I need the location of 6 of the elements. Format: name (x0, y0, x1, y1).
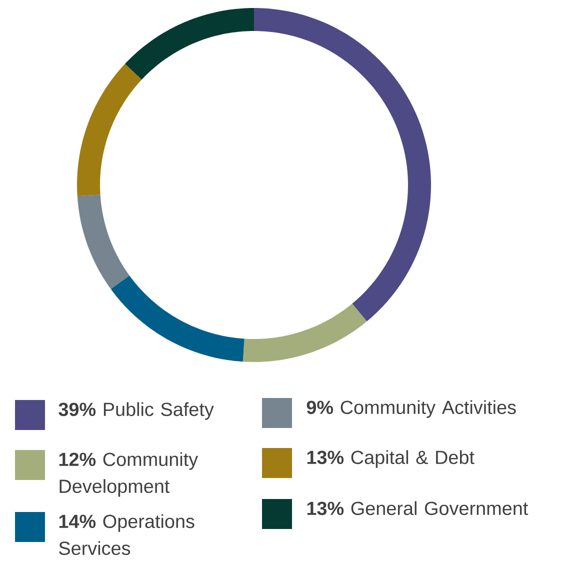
legend-label: 14% Operations Services (59, 514, 194, 556)
legend-label: 13% Capital & Debt (307, 450, 474, 468)
legend-label: 12% Community Development (59, 452, 198, 497)
legend-label: 39% Public Safety (58, 402, 214, 420)
legend-label: 13% General Government (307, 501, 528, 516)
legend-label: 9% Community Activities (306, 400, 516, 418)
